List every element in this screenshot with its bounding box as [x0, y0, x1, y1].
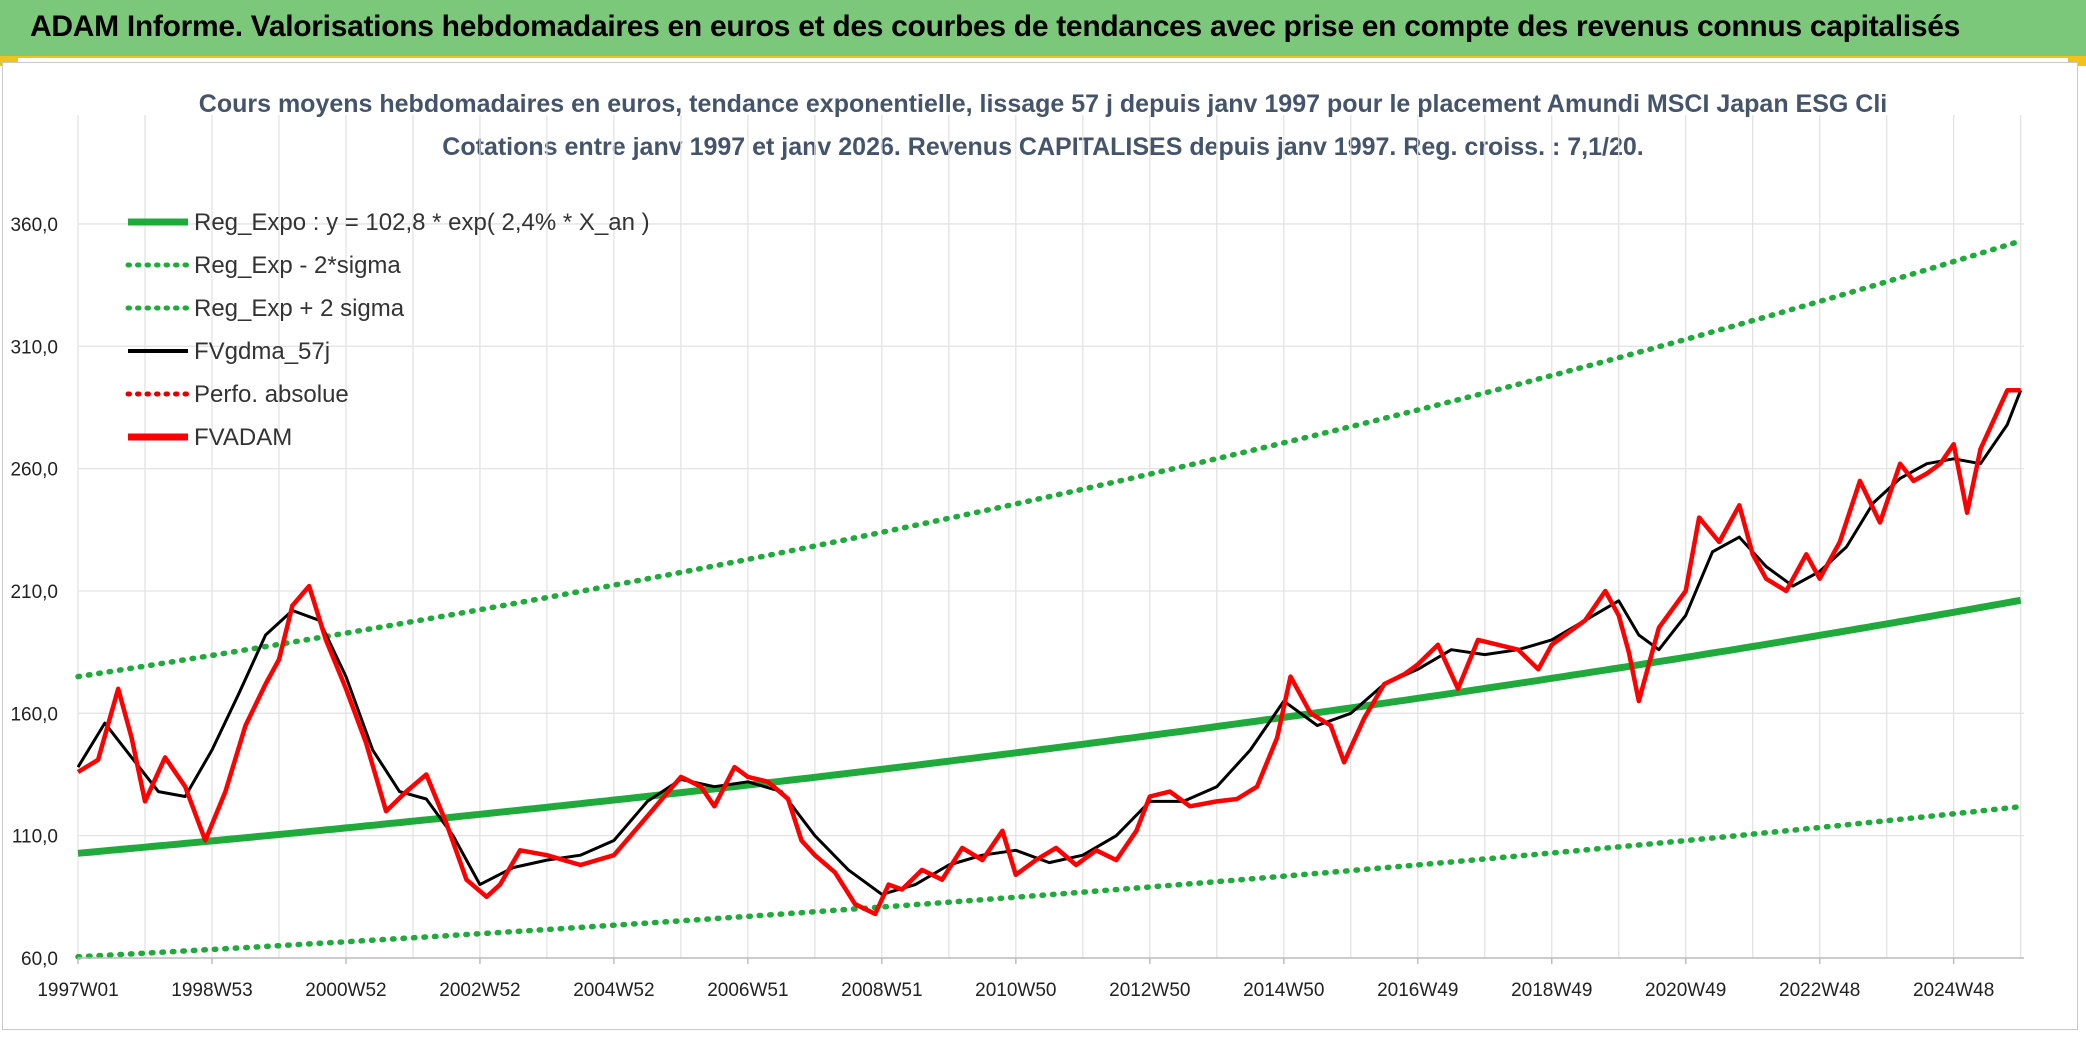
x-tick-label: 1997W01 [37, 980, 118, 1001]
y-tick-label: 260,0 [10, 460, 58, 481]
series-reg-expo [77, 596, 2022, 857]
x-tick-label: 2006W51 [707, 980, 788, 1001]
legend-label: Reg_Expo : y = 102,8 * exp( 2,4% * X_an … [194, 209, 650, 236]
x-tick-label: 2016W49 [1377, 980, 1458, 1001]
y-axis: 60,0 110,0 160,0 210,0 260,0 310,0 360,0 [10, 215, 58, 970]
grid-horizontal [78, 223, 2024, 959]
x-tick-label: 2004W52 [573, 980, 654, 1001]
x-tick-label: 1998W53 [171, 980, 252, 1001]
series-layer [75, 238, 2024, 960]
chart-title-line2: Cotations entre janv 1997 et janv 2026. … [442, 133, 1643, 161]
x-tick-label: 2018W49 [1511, 980, 1592, 1001]
series-fvgdma [76, 389, 2023, 896]
x-tick-label: 2012W50 [1109, 980, 1190, 1001]
header-bar: ADAM Informe. Valorisations hebdomadaire… [0, 0, 2086, 58]
legend-label: FVgdma_57j [194, 338, 330, 365]
header-title: ADAM Informe. Valorisations hebdomadaire… [30, 10, 1961, 43]
x-tick-label: 2000W52 [305, 980, 386, 1001]
legend-label: FVADAM [194, 424, 292, 451]
series-reg-exp-plus-2sigma [75, 238, 2024, 680]
x-tick-label: 2020W49 [1645, 980, 1726, 1001]
y-tick-label: 160,0 [10, 704, 58, 725]
legend-label: Reg_Exp + 2 sigma [194, 295, 405, 322]
x-tick-label: 2010W50 [975, 980, 1056, 1001]
series-fvadam [76, 388, 2021, 917]
y-tick-label: 310,0 [10, 337, 58, 358]
y-tick-label: 360,0 [10, 215, 58, 236]
y-tick-label: 110,0 [12, 827, 58, 848]
x-tick-label: 2022W48 [1779, 980, 1860, 1001]
x-axis: 1997W01 1998W53 2000W52 2002W52 2004W52 2006W… [37, 957, 2024, 1001]
series-reg-exp-minus-2sigma [75, 803, 2024, 960]
y-tick-label: 210,0 [10, 582, 58, 603]
legend-label: Perfo. absolue [194, 381, 349, 408]
legend: Reg_Expo : y = 102,8 * exp( 2,4% * X_an … [125, 209, 650, 451]
x-tick-label: 2002W52 [439, 980, 520, 1001]
y-tick-label: 60,0 [21, 949, 58, 970]
legend-label: Reg_Exp - 2*sigma [194, 252, 401, 279]
x-tick-label: 2024W48 [1913, 980, 1994, 1001]
grid-vertical [77, 115, 2022, 958]
x-tick-label: 2014W50 [1243, 980, 1324, 1001]
x-tick-label: 2008W51 [841, 980, 922, 1001]
chart-title-line1: Cours moyens hebdomadaires en euros, ten… [199, 90, 1887, 118]
